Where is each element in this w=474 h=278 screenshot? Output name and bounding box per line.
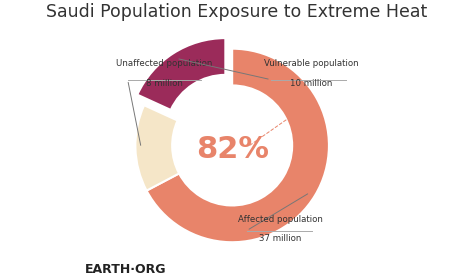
Text: 10 million: 10 million: [291, 79, 333, 88]
Text: Unaffected population: Unaffected population: [116, 59, 213, 68]
Text: 8 million: 8 million: [146, 79, 183, 88]
Wedge shape: [137, 38, 225, 110]
Text: Affected population: Affected population: [238, 215, 323, 224]
Text: Vulnerable population: Vulnerable population: [264, 59, 359, 68]
Text: 37 million: 37 million: [259, 234, 302, 244]
Text: EARTH·ORG: EARTH·ORG: [85, 263, 166, 276]
Wedge shape: [146, 49, 329, 242]
Title: Saudi Population Exposure to Extreme Heat: Saudi Population Exposure to Extreme Hea…: [46, 3, 428, 21]
Wedge shape: [136, 105, 179, 191]
Text: 82%: 82%: [196, 135, 269, 164]
